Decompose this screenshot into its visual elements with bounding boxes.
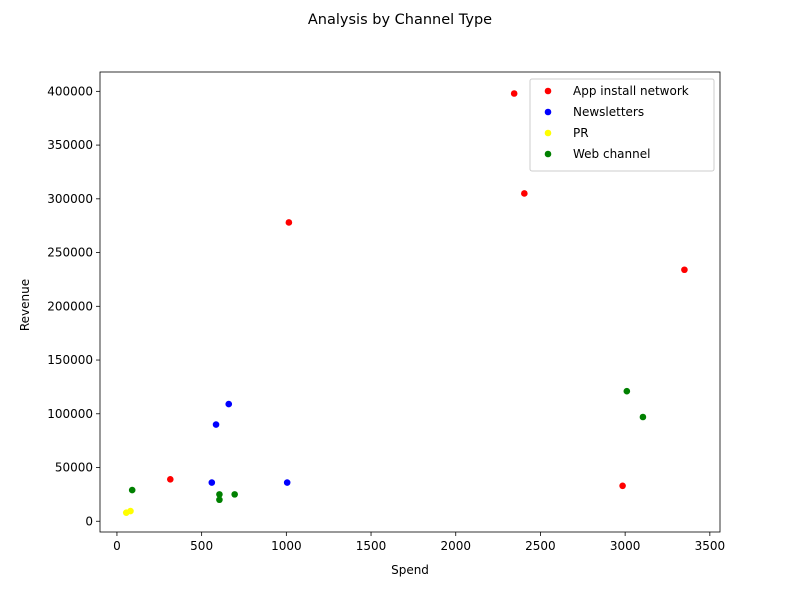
data-point	[510, 90, 518, 97]
legend-marker	[544, 108, 552, 116]
data-point	[521, 190, 528, 197]
series-app-install-network	[167, 90, 688, 490]
x-tick-label: 500	[190, 539, 213, 553]
y-tick-label: 350000	[47, 138, 93, 152]
legend: App install network Newsletters PR Web chan…	[529, 78, 715, 172]
y-tick-label: 100000	[47, 407, 93, 421]
plot-area	[99, 71, 721, 533]
data-point	[128, 486, 136, 494]
data-point	[619, 482, 626, 490]
y-axis-label: Revenue	[18, 279, 32, 331]
x-tick-label: 0	[113, 539, 121, 553]
x-tick-label: 1000	[271, 539, 302, 553]
y-tick-label: 200000	[47, 299, 93, 313]
y-tick-label: 50000	[55, 461, 93, 475]
series-pr	[122, 507, 134, 516]
data-point	[231, 491, 238, 498]
series-web-channel	[128, 387, 647, 504]
legend-label: App install network	[573, 84, 689, 98]
data-point	[283, 479, 291, 486]
x-axis-label: Spend	[391, 563, 429, 577]
x-tick-label: 3500	[695, 539, 726, 553]
data-point	[127, 507, 134, 515]
x-tick-label: 2000	[440, 539, 471, 553]
y-axis: 0 50000 100000 150000 200000 250000 300000 3500…	[47, 84, 100, 528]
y-tick-label: 0	[85, 514, 93, 528]
data-point	[681, 266, 688, 274]
x-tick-label: 1500	[356, 539, 387, 553]
x-tick-label: 2500	[525, 539, 556, 553]
x-axis: 0 500 1000 1500 2000 2500 3000 3500	[113, 532, 725, 553]
data-point	[623, 387, 631, 395]
y-tick-label: 300000	[47, 192, 93, 206]
data-point	[216, 491, 223, 498]
legend-label: Web channel	[573, 147, 650, 161]
data-point	[216, 496, 223, 504]
legend-label: PR	[573, 126, 589, 140]
x-tick-label: 3000	[610, 539, 641, 553]
legend-box	[529, 78, 715, 172]
y-tick-label: 250000	[47, 246, 93, 260]
legend-marker	[544, 129, 552, 137]
series-newsletters	[208, 400, 291, 486]
data-points	[122, 90, 688, 516]
y-tick-label: 400000	[47, 84, 93, 98]
y-tick-label: 150000	[47, 353, 93, 367]
chart-title: Analysis by Channel Type	[308, 12, 492, 28]
data-point	[225, 400, 233, 408]
legend-marker	[544, 87, 552, 95]
plot-frame	[99, 71, 721, 533]
data-point	[212, 421, 220, 428]
legend-label: Newsletters	[573, 105, 644, 119]
data-point	[639, 413, 647, 421]
data-point	[285, 219, 293, 226]
data-point	[167, 476, 174, 483]
data-point	[208, 479, 216, 486]
legend-marker	[544, 150, 552, 158]
